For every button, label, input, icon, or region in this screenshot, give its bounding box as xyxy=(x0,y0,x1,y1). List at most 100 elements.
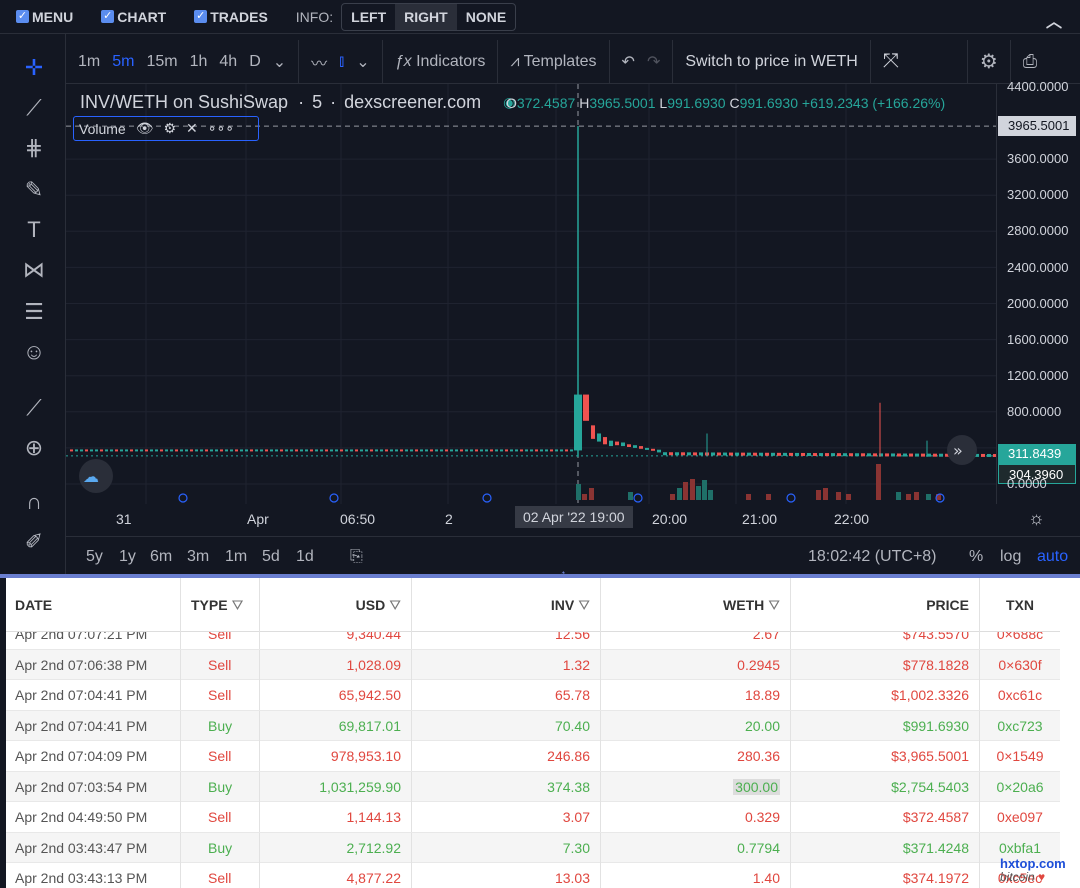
gear-icon[interactable]: ⚙ xyxy=(163,120,177,136)
column-header-weth[interactable]: WETH ⛛ xyxy=(601,578,791,632)
magnet-icon[interactable]: ∩ xyxy=(26,489,42,514)
table-row[interactable]: Apr 2nd 07:04:09 PM Sell 978,953.10 246.86 2… xyxy=(6,741,1060,772)
interval-1h[interactable]: 1h xyxy=(189,52,208,70)
trades-checkbox[interactable]: ✓ TRADES xyxy=(194,9,268,25)
resize-handle[interactable] xyxy=(0,574,1080,578)
txn-cell[interactable]: 0xc5ec xyxy=(980,863,1060,888)
line-chart-icon[interactable]: 〰 xyxy=(311,55,328,73)
txn-cell[interactable]: 0xe097 xyxy=(980,802,1060,832)
chevron-up-icon[interactable]: ︿ xyxy=(1045,14,1062,31)
price-axis[interactable]: 4400.0000 3965.5001 3600.0000 3200.0000 … xyxy=(996,79,1080,504)
column-header-price[interactable]: PRICE xyxy=(791,578,980,632)
settings-icon[interactable]: ⚙ xyxy=(979,51,998,73)
volume-bar xyxy=(708,490,713,500)
column-header-txn[interactable]: TXN xyxy=(980,578,1060,632)
fib-icon[interactable]: ⋕ xyxy=(24,135,44,160)
candle xyxy=(95,449,98,452)
interval-15m[interactable]: 15m xyxy=(146,52,178,70)
more-icon[interactable]: ∘∘∘ xyxy=(207,120,235,136)
volume-legend[interactable]: Volume 👁 ⚙ ✕ ∘∘∘ xyxy=(73,116,259,141)
column-header-type[interactable]: TYPE ⛛ xyxy=(181,578,260,632)
pattern-icon[interactable]: ⋈ xyxy=(23,257,45,282)
timezone-label[interactable]: 18:02:42 (UTC+8) xyxy=(808,548,937,565)
go-to-date-icon[interactable]: ⎘ xyxy=(350,548,363,565)
txn-cell[interactable]: 0xc723 xyxy=(980,711,1060,741)
table-row[interactable]: Apr 2nd 03:43:13 PM Sell 4,877.22 13.03 1.40… xyxy=(6,863,1060,888)
interval-1m[interactable]: 1m xyxy=(78,52,101,70)
lock-drawing-icon[interactable]: ✐ xyxy=(24,529,44,554)
camera-icon[interactable]: ⎙ xyxy=(1022,51,1038,71)
chevron-down-icon[interactable]: ⌄ xyxy=(356,53,370,71)
candle xyxy=(987,453,991,457)
templates-button[interactable]: ⩘ Templates xyxy=(504,53,602,71)
range-1m[interactable]: 1m xyxy=(225,548,248,565)
range-5d[interactable]: 5d xyxy=(262,548,280,565)
templates-icon: ⩘ xyxy=(510,52,520,70)
weth-cell: 1.40 xyxy=(601,863,791,888)
brush-icon[interactable]: ✎ xyxy=(24,177,44,202)
table-row[interactable]: Apr 2nd 07:04:41 PM Sell 65,942.50 65.78 18.… xyxy=(6,680,1060,711)
table-row[interactable]: Apr 2nd 03:43:47 PM Buy 2,712.92 7.30 0.7794… xyxy=(6,832,1060,863)
candle xyxy=(330,449,333,452)
prediction-icon[interactable]: ☰ xyxy=(24,299,44,324)
menu-checkbox[interactable]: ✓ MENU xyxy=(16,9,73,25)
zoom-in-icon[interactable]: ⊕ xyxy=(24,435,44,460)
filter-icon[interactable]: ⛛ xyxy=(768,597,780,613)
range-1y[interactable]: 1y xyxy=(119,548,136,565)
log-toggle[interactable]: log xyxy=(1000,548,1022,565)
candle xyxy=(993,454,996,458)
txn-cell-text: 0xe097 xyxy=(997,809,1043,825)
candle xyxy=(365,449,368,452)
interval-5m[interactable]: 5m xyxy=(112,52,135,70)
column-header-date[interactable]: DATE xyxy=(6,578,181,632)
range-3m[interactable]: 3m xyxy=(187,548,210,565)
filter-icon[interactable]: ⛛ xyxy=(231,597,244,613)
txn-cell[interactable]: 0xc61c xyxy=(980,680,1060,710)
emoji-icon[interactable]: ☺ xyxy=(22,339,46,364)
table-row[interactable]: Apr 2nd 07:03:54 PM Buy 1,031,259.90 374.38… xyxy=(6,771,1060,802)
ruler-icon[interactable]: ⟋ xyxy=(26,395,42,420)
txn-cell[interactable]: 0×630f xyxy=(980,650,1060,680)
info-right-button[interactable]: RIGHT xyxy=(395,3,457,30)
undo-icon[interactable]: ↶ xyxy=(621,53,635,71)
info-none-button[interactable]: NONE xyxy=(465,8,507,25)
chart-checkbox[interactable]: ✓ CHART xyxy=(101,9,166,25)
fullscreen-icon[interactable]: ⤧ xyxy=(882,50,899,72)
crosshair-icon[interactable]: ✛ xyxy=(24,55,44,80)
switch-price-button[interactable]: Switch to price in WETH xyxy=(685,52,858,70)
table-scrollbar[interactable] xyxy=(1060,578,1080,888)
percent-toggle[interactable]: % xyxy=(969,548,984,565)
chevron-down-icon[interactable]: ⌄ xyxy=(272,53,287,71)
text-icon[interactable]: T xyxy=(27,217,41,242)
range-1d[interactable]: 1d xyxy=(296,548,314,565)
templates-label: Templates xyxy=(523,52,597,70)
txn-cell[interactable]: 0xbfa1 xyxy=(980,833,1060,863)
filter-icon[interactable]: ⛛ xyxy=(578,597,590,613)
table-row[interactable]: Apr 2nd 04:49:50 PM Sell 1,144.13 3.07 0.329… xyxy=(6,802,1060,833)
trend-line-icon[interactable]: ⟋ xyxy=(26,95,42,120)
close-icon[interactable]: ✕ xyxy=(186,120,198,136)
column-header-inv[interactable]: INV ⛛ xyxy=(412,578,601,632)
inv-cell: 374.38 xyxy=(412,771,601,802)
indicators-button[interactable]: ƒx Indicators xyxy=(389,53,492,71)
table-row[interactable]: Apr 2nd 07:06:38 PM Sell 1,028.09 1.32 0.294… xyxy=(6,649,1060,680)
txn-cell[interactable]: 0×20a6 xyxy=(980,772,1060,802)
price-chart[interactable]: ☁» xyxy=(66,84,996,504)
time-axis[interactable]: 31 Apr 06:50 2 02 Apr '22 19:00 20:00 21… xyxy=(66,504,1080,532)
axis-settings-icon[interactable]: ☼ xyxy=(1028,508,1045,528)
info-left-button[interactable]: LEFT xyxy=(351,8,387,25)
filter-icon[interactable]: ⛛ xyxy=(389,597,401,613)
eye-icon[interactable]: 👁 xyxy=(135,120,154,136)
candles-icon[interactable]: ⫾ xyxy=(339,52,345,70)
candle xyxy=(230,449,233,452)
interval-4h[interactable]: 4h xyxy=(219,52,238,70)
txn-cell[interactable]: 0×1549 xyxy=(980,741,1060,771)
range-5y[interactable]: 5y xyxy=(86,548,103,565)
table-row[interactable]: Apr 2nd 07:04:41 PM Buy 69,817.01 70.40 20.0… xyxy=(6,710,1060,741)
range-6m[interactable]: 6m xyxy=(150,548,173,565)
redo-icon[interactable]: ↷ xyxy=(646,53,661,71)
column-header-usd[interactable]: USD ⛛ xyxy=(260,578,412,632)
auto-toggle[interactable]: auto xyxy=(1037,548,1069,565)
resize-arrows-icon[interactable]: ↕ xyxy=(560,566,567,582)
interval-d[interactable]: D xyxy=(249,52,261,70)
